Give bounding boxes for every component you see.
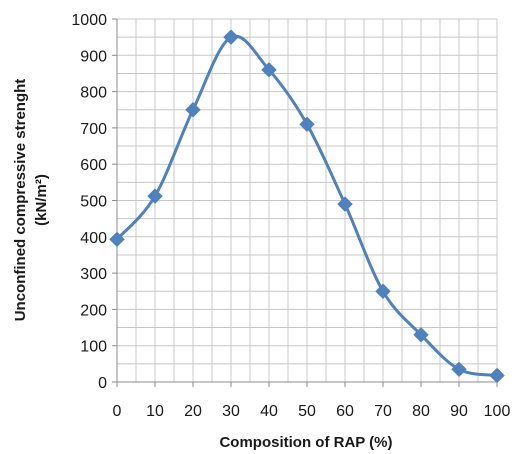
data-point bbox=[147, 188, 163, 204]
x-tick-label: 40 bbox=[260, 403, 278, 420]
data-point bbox=[299, 116, 315, 132]
y-axis-title-line1: Unconfined compressive strenght bbox=[12, 79, 29, 322]
y-tick-label: 200 bbox=[80, 302, 107, 319]
data-point bbox=[185, 102, 201, 118]
y-tick-label: 500 bbox=[80, 194, 107, 211]
data-point bbox=[337, 196, 353, 212]
x-tick-label: 100 bbox=[484, 403, 511, 420]
data-point bbox=[223, 29, 239, 45]
y-tick-label: 300 bbox=[80, 266, 107, 283]
y-axis-title: Unconfined compressive strenght (kN/m²) bbox=[12, 79, 50, 322]
y-tick-label: 400 bbox=[80, 230, 107, 247]
y-tick-label: 600 bbox=[80, 157, 107, 174]
data-point bbox=[413, 327, 429, 343]
y-axis-title-line2: (kN/m²) bbox=[33, 174, 50, 226]
data-point bbox=[489, 367, 505, 384]
axes bbox=[112, 18, 498, 387]
y-tick-label: 700 bbox=[80, 121, 107, 138]
x-tick-label: 90 bbox=[450, 403, 468, 420]
x-tick-labels: 0 10 20 30 40 50 60 70 80 90 100 bbox=[113, 403, 511, 420]
data-point bbox=[261, 62, 277, 78]
data-point bbox=[109, 231, 125, 248]
y-tick-label: 800 bbox=[80, 85, 107, 102]
y-tick-label: 100 bbox=[80, 339, 107, 356]
grid bbox=[117, 18, 498, 382]
x-tick-label: 20 bbox=[184, 403, 202, 420]
x-tick-label: 60 bbox=[336, 403, 354, 420]
x-tick-label: 30 bbox=[222, 403, 240, 420]
y-tick-labels: 0 100 200 300 400 500 600 700 800 900 1000 bbox=[71, 12, 107, 392]
x-tick-label: 80 bbox=[412, 403, 430, 420]
x-tick-label: 0 bbox=[113, 403, 122, 420]
data-point bbox=[375, 283, 391, 299]
y-tick-label: 900 bbox=[80, 48, 107, 65]
x-tick-label: 70 bbox=[374, 403, 392, 420]
x-axis-title: Composition of RAP (%) bbox=[219, 434, 392, 451]
y-tick-label: 0 bbox=[98, 375, 107, 392]
data-markers bbox=[109, 29, 505, 384]
x-tick-label: 10 bbox=[146, 403, 164, 420]
x-tick-label: 50 bbox=[298, 403, 316, 420]
data-point bbox=[451, 361, 467, 378]
y-tick-label: 1000 bbox=[71, 12, 107, 29]
